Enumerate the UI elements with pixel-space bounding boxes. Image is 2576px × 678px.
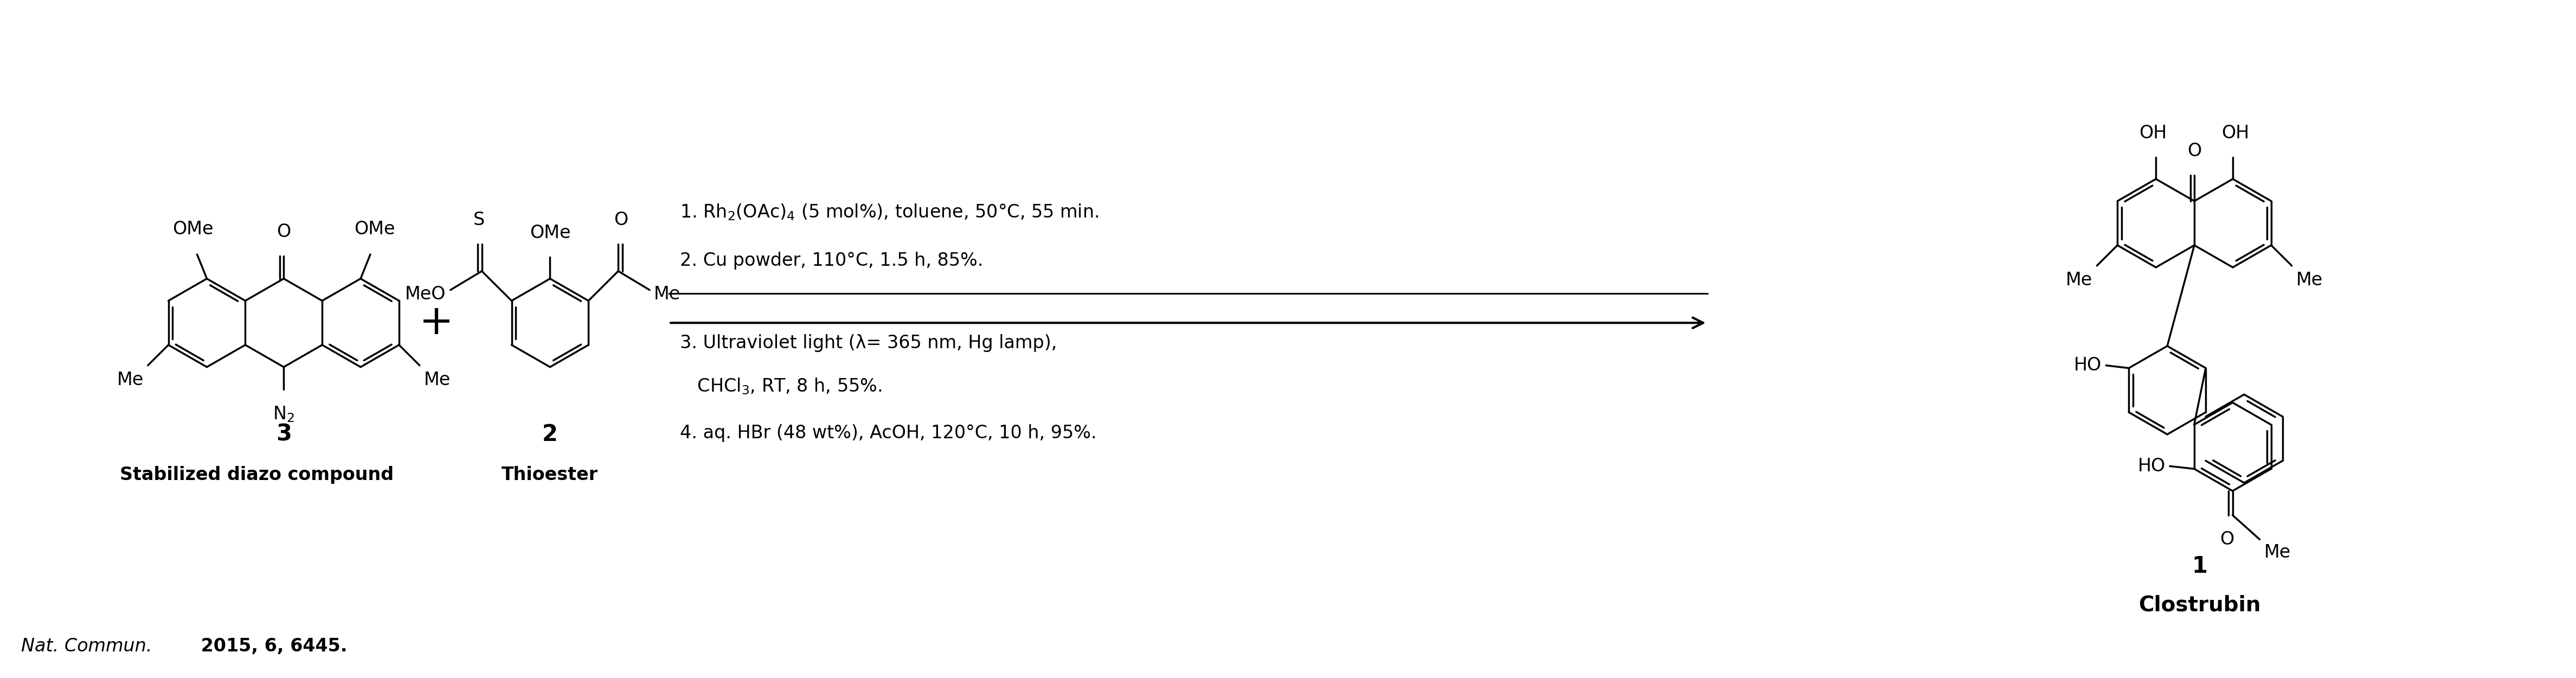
Text: 3: 3 <box>276 423 291 445</box>
Text: 1. Rh$_2$(OAc)$_4$ (5 mol%), toluene, 50°C, 55 min.: 1. Rh$_2$(OAc)$_4$ (5 mol%), toluene, 50… <box>680 203 1100 222</box>
Text: OH: OH <box>2138 125 2166 142</box>
Text: O: O <box>2221 530 2233 549</box>
Text: 2015, 6, 6445.: 2015, 6, 6445. <box>193 637 348 655</box>
Text: 2: 2 <box>541 423 559 445</box>
Text: Me: Me <box>425 371 451 388</box>
Text: S: S <box>474 211 484 229</box>
Text: HO: HO <box>2138 457 2166 475</box>
Text: Me: Me <box>654 285 680 303</box>
Text: Me: Me <box>2264 544 2290 561</box>
Text: CHCl$_3$, RT, 8 h, 55%.: CHCl$_3$, RT, 8 h, 55%. <box>680 377 881 396</box>
Text: 1: 1 <box>2192 555 2208 578</box>
Text: Stabilized diazo compound: Stabilized diazo compound <box>118 466 394 483</box>
Text: OMe: OMe <box>353 220 394 238</box>
Text: OMe: OMe <box>173 220 214 238</box>
Text: 3. Ultraviolet light (λ= 365 nm, Hg lamp),: 3. Ultraviolet light (λ= 365 nm, Hg lamp… <box>680 334 1056 353</box>
Text: 2. Cu powder, 110°C, 1.5 h, 85%.: 2. Cu powder, 110°C, 1.5 h, 85%. <box>680 252 984 270</box>
Text: O: O <box>2187 142 2202 160</box>
Text: $\mathregular{N_2}$: $\mathregular{N_2}$ <box>273 405 294 424</box>
Text: Me: Me <box>2066 271 2092 289</box>
Text: MeO: MeO <box>404 285 446 303</box>
Text: OMe: OMe <box>531 224 569 242</box>
Text: Me: Me <box>2295 271 2324 289</box>
Text: Nat. Commun.: Nat. Commun. <box>21 637 152 655</box>
Text: 4. aq. HBr (48 wt%), AcOH, 120°C, 10 h, 95%.: 4. aq. HBr (48 wt%), AcOH, 120°C, 10 h, … <box>680 424 1097 442</box>
Text: +: + <box>420 303 453 343</box>
Text: O: O <box>276 223 291 241</box>
Text: Clostrubin: Clostrubin <box>2138 595 2262 616</box>
Text: Me: Me <box>116 371 144 388</box>
Text: OH: OH <box>2221 125 2249 142</box>
Text: HO: HO <box>2074 357 2102 374</box>
Text: O: O <box>613 211 629 229</box>
Text: Thioester: Thioester <box>502 466 598 483</box>
